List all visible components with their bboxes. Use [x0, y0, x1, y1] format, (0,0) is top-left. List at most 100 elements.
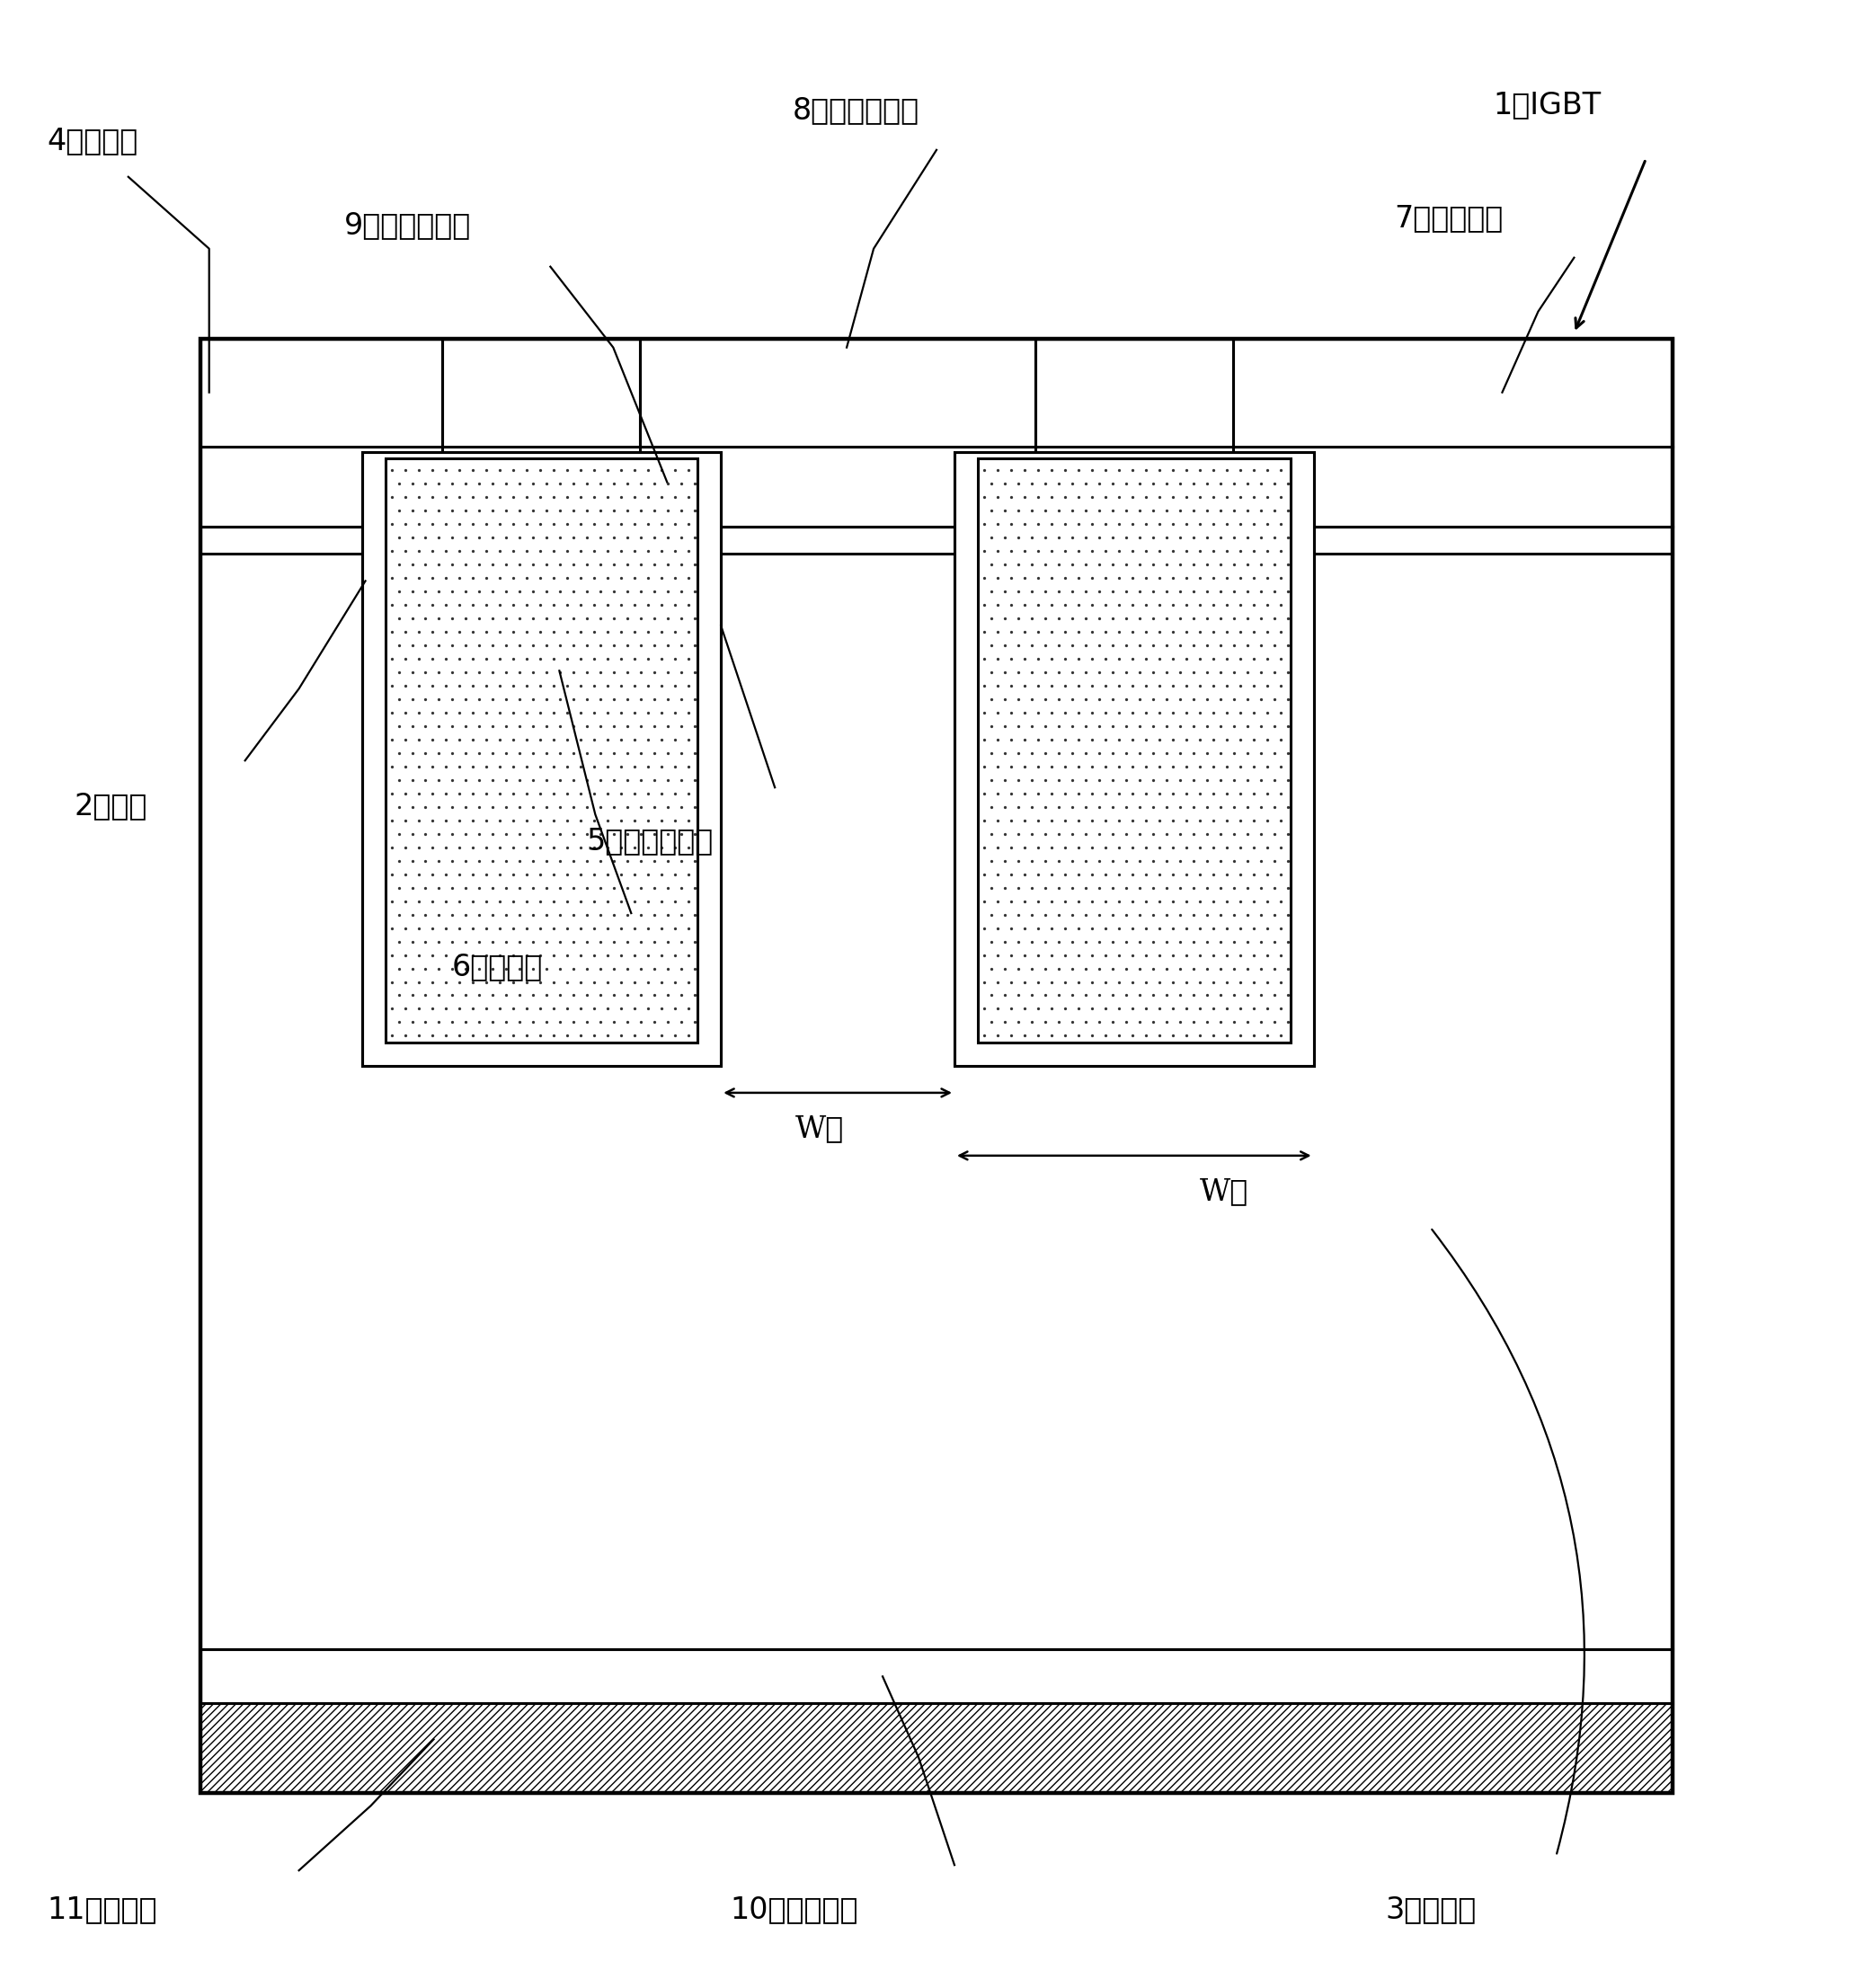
Point [491, 1006, 521, 1038]
Point [620, 885, 650, 916]
Point [1111, 817, 1141, 849]
Point [1023, 992, 1053, 1024]
Point [1064, 453, 1094, 485]
Point [1111, 926, 1141, 958]
Point [558, 602, 588, 634]
Point [680, 630, 710, 662]
Point [592, 724, 622, 755]
Point [620, 588, 650, 620]
Point [491, 495, 521, 527]
Point [1124, 1006, 1154, 1038]
Point [472, 1020, 502, 1052]
Point [1206, 899, 1236, 930]
Point [1017, 738, 1047, 769]
Point [1186, 912, 1216, 944]
Point [491, 845, 521, 877]
Point [376, 724, 406, 755]
Point [1225, 938, 1255, 970]
Point [376, 805, 406, 837]
Point [680, 575, 710, 606]
Point [1165, 467, 1195, 499]
Point [1225, 777, 1255, 809]
Point [1191, 575, 1221, 606]
Point [1191, 467, 1221, 499]
Point [485, 481, 515, 513]
Point [524, 1020, 554, 1052]
Point [1118, 1020, 1148, 1052]
Point [491, 871, 521, 903]
Point [1206, 575, 1236, 606]
Point [1043, 926, 1073, 958]
Point [1004, 521, 1034, 553]
Point [1030, 684, 1060, 716]
Point [680, 521, 710, 553]
Point [605, 696, 635, 728]
Point [1272, 602, 1302, 634]
Point [633, 724, 663, 755]
Point [506, 467, 536, 499]
Point [592, 588, 622, 620]
Point [659, 912, 689, 944]
Point [491, 575, 521, 606]
Point [524, 859, 554, 891]
Point [1178, 1006, 1208, 1038]
Point [418, 563, 448, 594]
Point [1232, 495, 1262, 527]
Point [983, 616, 1013, 648]
Point [1253, 670, 1283, 702]
Point [511, 831, 541, 863]
Point [970, 509, 1000, 541]
Point [1219, 575, 1249, 606]
Point [983, 642, 1013, 674]
Point [1238, 885, 1268, 916]
Point [566, 616, 596, 648]
Point [498, 749, 528, 781]
Point [667, 926, 697, 958]
Point [1152, 871, 1182, 903]
Point [410, 521, 440, 553]
Point [1131, 670, 1161, 702]
Point [1144, 724, 1174, 755]
Point [1206, 817, 1236, 849]
Point [654, 926, 684, 958]
Point [1118, 563, 1148, 594]
Point [626, 738, 656, 769]
Point [506, 495, 536, 527]
Point [390, 859, 420, 891]
Point [1219, 738, 1249, 769]
Point [1238, 805, 1268, 837]
Point [457, 777, 487, 809]
Point [1010, 885, 1040, 916]
Point [1010, 966, 1040, 998]
Point [1017, 521, 1047, 553]
Point [1259, 1006, 1289, 1038]
Point [620, 724, 650, 755]
Point [1259, 817, 1289, 849]
Point [478, 549, 508, 580]
Point [1071, 926, 1101, 958]
Point [1139, 791, 1169, 823]
Point [976, 656, 1006, 688]
Point [996, 1020, 1026, 1052]
Point [1246, 763, 1276, 795]
Point [1172, 966, 1202, 998]
Point [599, 1006, 629, 1038]
Point [451, 738, 481, 769]
Point [1232, 845, 1262, 877]
Point [1118, 509, 1148, 541]
Point [996, 749, 1026, 781]
Point [1051, 749, 1081, 781]
Point [1139, 738, 1169, 769]
Point [626, 495, 656, 527]
Point [1253, 885, 1283, 916]
Point [1199, 749, 1229, 781]
Point [605, 588, 635, 620]
Point [558, 952, 588, 984]
Point [1144, 642, 1174, 674]
Point [579, 938, 609, 970]
Point [612, 495, 642, 527]
Point [1272, 495, 1302, 527]
Point [405, 749, 435, 781]
Point [983, 831, 1013, 863]
Point [639, 684, 669, 716]
